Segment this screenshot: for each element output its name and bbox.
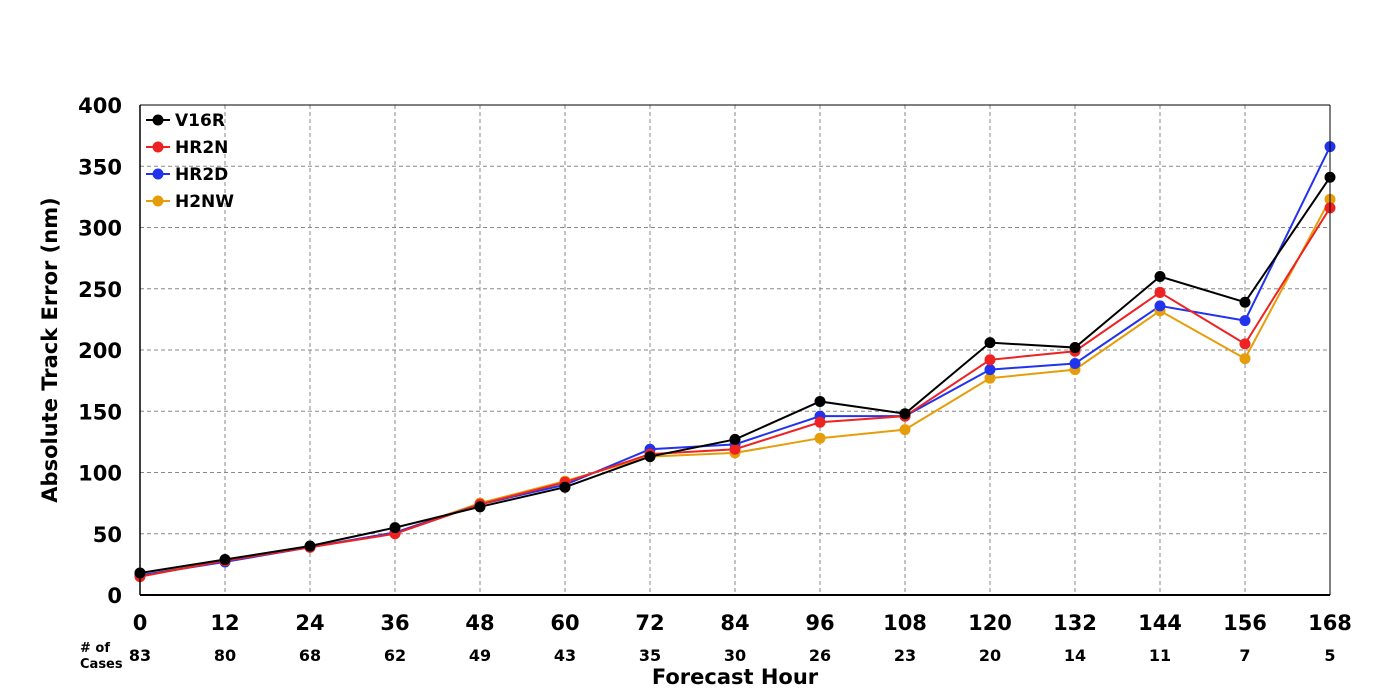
data-point-h2nw bbox=[814, 432, 826, 444]
data-point-v16r bbox=[304, 540, 316, 552]
x-tick-label: 0 bbox=[133, 611, 148, 635]
x-tick-label: 120 bbox=[968, 611, 1012, 635]
legend-label-hr2n: HR2N bbox=[175, 138, 228, 158]
cases-row: # of Cases 83 80 68 62 49 43 35 30 26 23 20 14 11 7 5 bbox=[80, 641, 1336, 672]
data-point-v16r bbox=[559, 481, 571, 493]
legend-marker-v16r bbox=[152, 114, 164, 126]
x-tick-label: 132 bbox=[1053, 611, 1097, 635]
case-count: 83 bbox=[129, 646, 151, 665]
case-count: 11 bbox=[1149, 646, 1171, 665]
legend-marker-h2nw bbox=[152, 195, 164, 207]
case-count: 43 bbox=[554, 646, 576, 665]
case-count: 49 bbox=[469, 646, 491, 665]
legend-marker-hr2n bbox=[152, 141, 164, 153]
cases-label-line-2: Cases bbox=[80, 657, 123, 672]
data-point-hr2n bbox=[1154, 286, 1166, 298]
y-tick-label: 150 bbox=[78, 400, 122, 424]
x-tick-label: 156 bbox=[1223, 611, 1267, 635]
x-axis-title: Forecast Hour bbox=[652, 665, 819, 689]
y-tick-label: 0 bbox=[107, 584, 122, 608]
x-tick-label: 36 bbox=[380, 611, 409, 635]
y-tick-label: 100 bbox=[78, 462, 122, 486]
data-point-hr2d bbox=[1239, 315, 1251, 327]
data-point-h2nw bbox=[899, 424, 911, 436]
x-tick-label: 84 bbox=[720, 611, 749, 635]
y-tick-label: 350 bbox=[78, 155, 122, 179]
case-count: 68 bbox=[299, 646, 321, 665]
x-tick-label: 72 bbox=[635, 611, 664, 635]
case-count: 62 bbox=[384, 646, 406, 665]
legend-label-hr2d: HR2D bbox=[175, 165, 228, 185]
data-point-v16r bbox=[1239, 296, 1251, 308]
case-count: 26 bbox=[809, 646, 831, 665]
legend-label-v16r: V16R bbox=[175, 111, 225, 131]
data-point-hr2d bbox=[1069, 357, 1081, 369]
case-count: 5 bbox=[1324, 646, 1335, 665]
data-point-v16r bbox=[1069, 342, 1081, 354]
data-point-v16r bbox=[219, 553, 231, 565]
legend: V16R HR2N HR2D H2NW bbox=[146, 111, 234, 212]
y-tick-label: 50 bbox=[93, 523, 122, 547]
x-tick-label: 12 bbox=[210, 611, 239, 635]
case-count: 23 bbox=[894, 646, 916, 665]
series-markers bbox=[134, 141, 1336, 583]
data-point-v16r bbox=[644, 451, 656, 463]
data-point-v16r bbox=[1154, 271, 1166, 282]
cases-label-line-1: # of bbox=[80, 641, 110, 656]
data-point-v16r bbox=[389, 522, 401, 534]
y-tick-label: 250 bbox=[78, 278, 122, 302]
y-tick-label: 300 bbox=[78, 217, 122, 241]
data-point-hr2d bbox=[1154, 300, 1166, 312]
data-point-v16r bbox=[474, 501, 486, 513]
data-point-hr2n bbox=[984, 354, 996, 366]
data-point-hr2n bbox=[1239, 338, 1251, 350]
case-count: 30 bbox=[724, 646, 746, 665]
x-tick-label: 96 bbox=[805, 611, 834, 635]
x-tick-labels: 0 12 24 36 48 60 72 84 96 108 120 132 144 156 168 bbox=[133, 611, 1352, 635]
case-count: 35 bbox=[639, 646, 661, 665]
x-tick-label: 108 bbox=[883, 611, 927, 635]
y-axis-title: Absolute Track Error (nm) bbox=[38, 197, 62, 502]
data-point-hr2n bbox=[814, 416, 826, 428]
x-tick-label: 60 bbox=[550, 611, 579, 635]
case-count: 14 bbox=[1064, 646, 1086, 665]
data-point-v16r bbox=[899, 408, 911, 420]
y-tick-labels: 0 50 100 150 200 250 300 350 400 bbox=[78, 94, 122, 608]
case-count: 20 bbox=[979, 646, 1001, 665]
data-point-h2nw bbox=[984, 372, 996, 384]
legend-marker-hr2d bbox=[152, 168, 164, 180]
legend-label-h2nw: H2NW bbox=[175, 192, 234, 212]
data-point-v16r bbox=[729, 433, 741, 445]
data-point-v16r bbox=[984, 337, 996, 349]
case-count: 80 bbox=[214, 646, 236, 665]
case-count: 7 bbox=[1239, 646, 1250, 665]
data-point-hr2d bbox=[984, 364, 996, 376]
data-point-v16r bbox=[814, 395, 826, 407]
data-point-hr2n bbox=[729, 443, 741, 455]
x-tick-label: 48 bbox=[465, 611, 494, 635]
x-tick-label: 24 bbox=[295, 611, 324, 635]
grid bbox=[140, 104, 1330, 595]
y-tick-label: 400 bbox=[78, 94, 122, 118]
y-tick-label: 200 bbox=[78, 339, 122, 363]
data-point-h2nw bbox=[1239, 353, 1251, 365]
x-tick-label: 168 bbox=[1308, 611, 1352, 635]
axes bbox=[139, 104, 1331, 596]
x-tick-label: 144 bbox=[1138, 611, 1182, 635]
